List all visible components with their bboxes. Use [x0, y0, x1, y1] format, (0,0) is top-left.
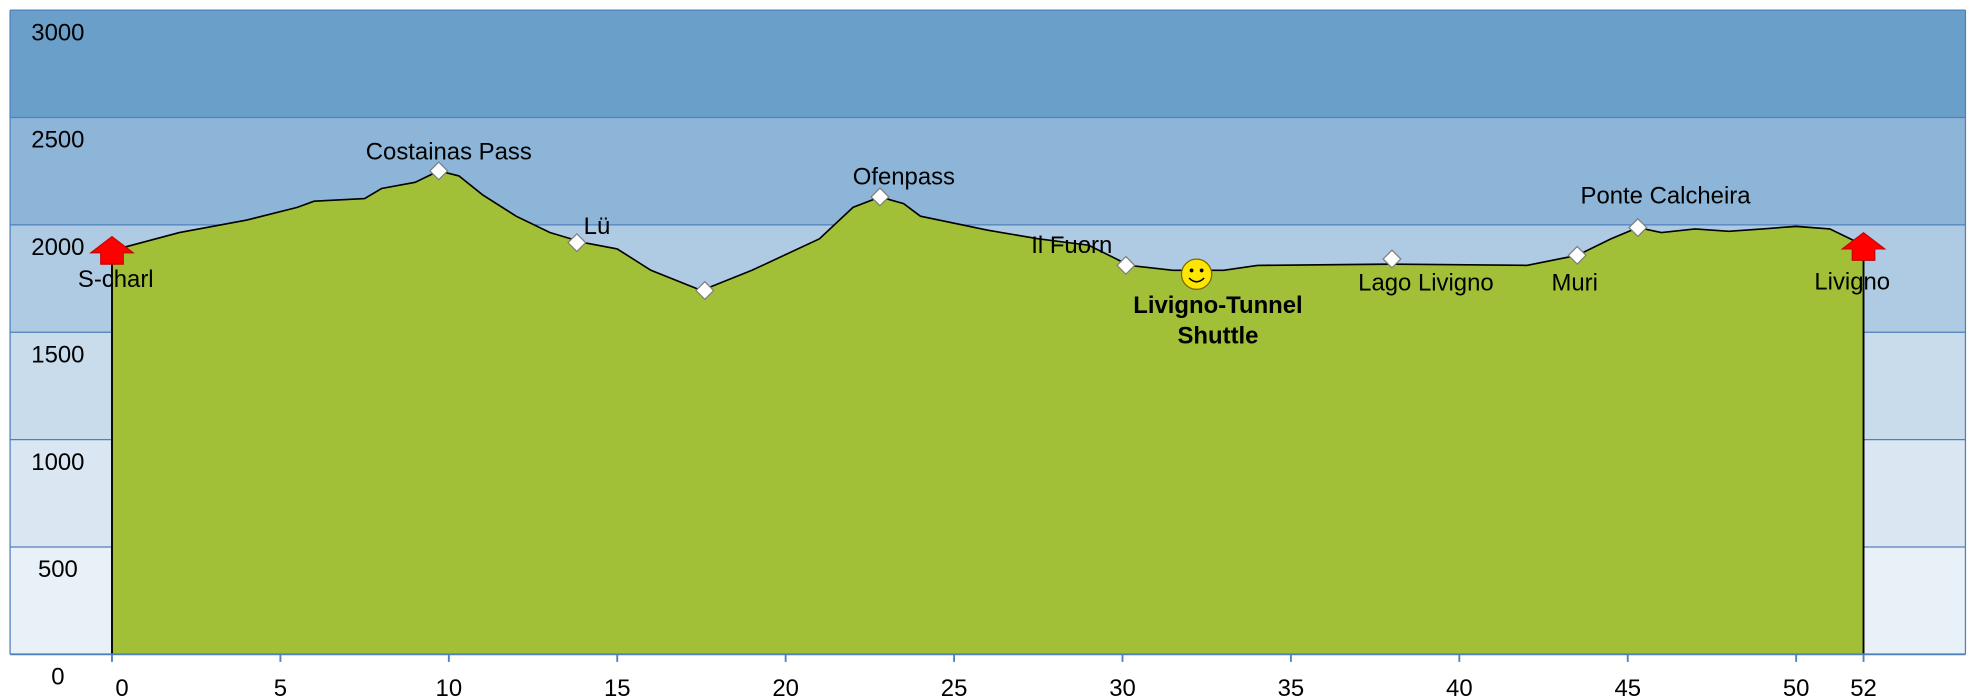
x-tick-label: 15 [604, 675, 631, 699]
x-tick-label: 50 [1783, 675, 1810, 699]
x-tick-label: 20 [772, 675, 799, 699]
endpoint-arrow [89, 235, 135, 265]
waypoint-label: Muri [1551, 270, 1597, 297]
x-tick-label: 0 [115, 675, 128, 699]
smiley-eye [1199, 268, 1204, 273]
waypoint-marker [429, 161, 449, 181]
x-tick-label: 10 [436, 675, 463, 699]
elevation-area [111, 170, 1864, 655]
y-tick-label: 3000 [31, 19, 84, 46]
waypoint-marker [1628, 217, 1648, 238]
y-tick-label: 1000 [31, 449, 84, 476]
waypoint-label: S-charl [78, 266, 154, 293]
waypoint-label: Ponte Calcheira [1581, 183, 1752, 210]
waypoint-label: Costainas Pass [366, 139, 532, 166]
annotation-text: Livigno-Tunnel [1133, 292, 1302, 319]
waypoint-label: Il Fuorn [1031, 232, 1112, 259]
annotation-text: Shuttle [1178, 322, 1259, 349]
waypoint-marker [1116, 255, 1136, 276]
x-tick-label: 52 [1850, 675, 1877, 699]
x-tick-label: 40 [1446, 675, 1473, 699]
x-tick-label: 5 [274, 675, 287, 699]
y-tick-label: 2500 [31, 127, 84, 154]
y-tick-label: 500 [38, 556, 78, 583]
waypoint-label: Livigno [1814, 268, 1890, 295]
endpoint-arrow [1840, 232, 1887, 261]
smiley-mouth [1188, 277, 1205, 283]
x-tick-label: 25 [941, 675, 968, 699]
band [10, 10, 1966, 118]
x-tick-label: 45 [1614, 675, 1641, 699]
smiley [1180, 258, 1213, 290]
smiley-eye [1189, 268, 1194, 273]
waypoint-marker [870, 187, 890, 207]
y-tick-label: 0 [51, 664, 64, 691]
waypoint-marker [1567, 245, 1587, 266]
waypoint-marker [1382, 249, 1402, 269]
waypoint-marker [695, 280, 715, 301]
y-tick-label: 1500 [31, 341, 84, 368]
waypoint-label: Lü [584, 213, 611, 240]
waypoint-label: Lago Livigno [1358, 269, 1494, 296]
waypoint-label: Ofenpass [853, 163, 955, 190]
x-tick-label: 30 [1109, 675, 1136, 699]
y-tick-label: 2000 [31, 234, 84, 261]
waypoint-marker [567, 232, 587, 253]
x-tick-label: 35 [1278, 675, 1305, 699]
